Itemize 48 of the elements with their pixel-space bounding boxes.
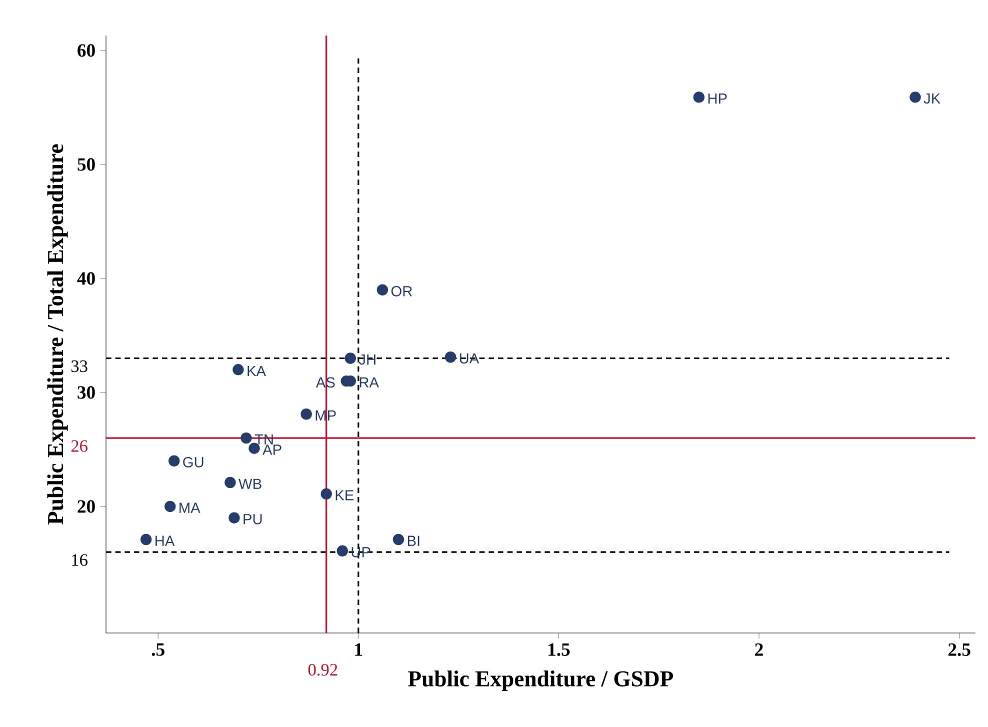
x-tick-label: .5 [152, 643, 164, 656]
point [336, 545, 348, 557]
ref-line-label: 33 [71, 360, 88, 372]
data-label: MA [180, 502, 200, 513]
y-tick-label: 20 [78, 500, 95, 513]
point [910, 92, 921, 103]
x-tick-label: 1 [355, 643, 362, 656]
point [224, 476, 236, 488]
point [240, 432, 252, 444]
point [444, 352, 456, 363]
point [693, 92, 705, 103]
y-tick-label: 40 [77, 272, 95, 285]
ref-line-label: 26 [71, 440, 88, 452]
ref-line-label: 16 [72, 554, 88, 566]
data-label: RA [360, 377, 379, 388]
point [168, 455, 180, 466]
point [320, 488, 332, 500]
y-axis-title: Public Expenditure / Total Expenditure [47, 144, 68, 525]
data-label: JK [924, 93, 940, 104]
data-label: KE [336, 490, 354, 500]
point [228, 512, 240, 524]
data-label: GU [183, 457, 204, 468]
point [392, 534, 404, 546]
point [232, 364, 244, 376]
point [248, 442, 260, 454]
x-axis-title: Public Expenditure / GSDP [408, 670, 673, 692]
x-tick-label: 2 [755, 643, 763, 656]
data-label: AP [262, 444, 282, 455]
data-label: UA [460, 353, 480, 364]
y-tick-label: 30 [78, 386, 95, 399]
point [140, 534, 152, 546]
point [300, 408, 312, 420]
y-tick-label: 50 [78, 158, 95, 171]
data-label: WB [238, 478, 262, 489]
data-label: KA [248, 366, 266, 376]
x-tick-label: 2.5 [948, 643, 970, 656]
point [344, 352, 356, 364]
data-label: JH [358, 354, 376, 365]
data-label: OR [391, 286, 412, 296]
y-tick-label: 60 [78, 44, 95, 57]
point [164, 500, 176, 512]
x-tick-label: 1.5 [548, 643, 570, 656]
data-label: HP [708, 94, 727, 104]
point [376, 284, 388, 296]
ref-line-label: 0.92 [308, 664, 338, 676]
data-label: BI [408, 536, 420, 546]
data-label: HA [156, 536, 175, 546]
data-label: PU [244, 514, 262, 524]
